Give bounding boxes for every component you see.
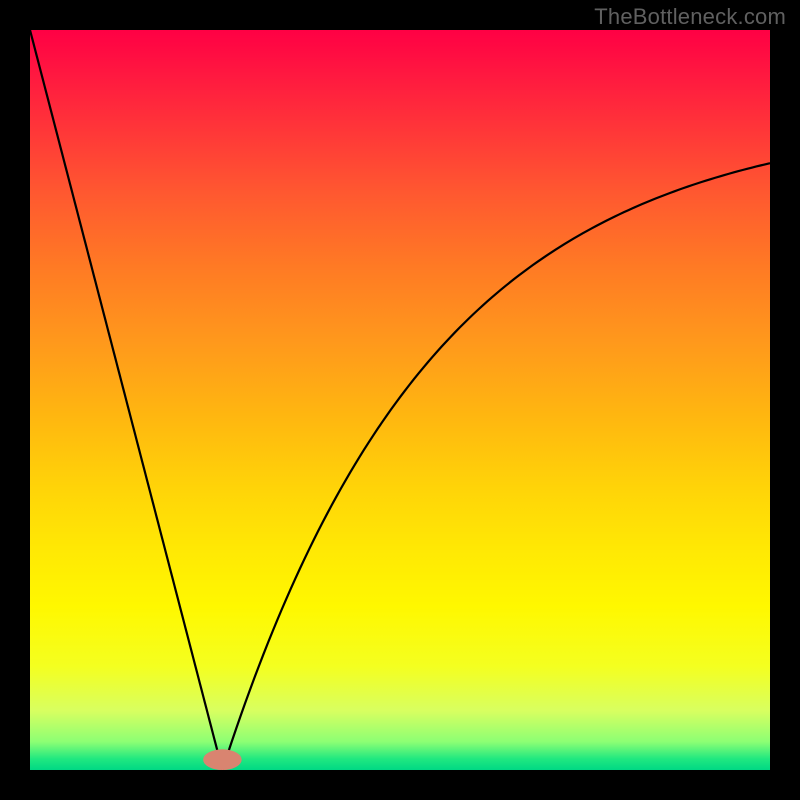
plot-background — [30, 30, 770, 770]
bottleneck-chart — [0, 0, 800, 800]
watermark-text: TheBottleneck.com — [594, 4, 786, 30]
optimal-marker — [203, 749, 241, 770]
